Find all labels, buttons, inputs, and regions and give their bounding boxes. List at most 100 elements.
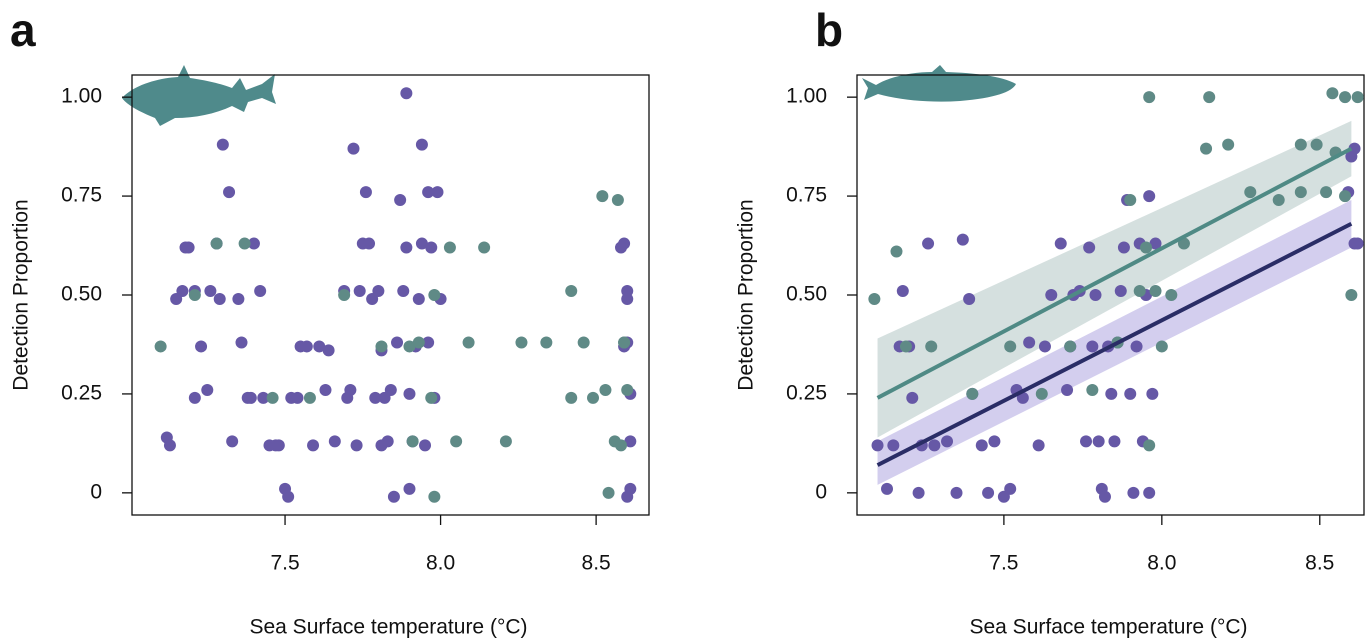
data-point — [1023, 336, 1036, 349]
data-point — [428, 289, 441, 301]
data-point — [387, 490, 400, 503]
data-point — [204, 285, 217, 298]
data-point — [322, 344, 335, 357]
data-point — [868, 292, 881, 305]
data-point — [1032, 439, 1045, 452]
data-point — [540, 336, 553, 349]
data-point — [1117, 241, 1130, 254]
y-tick-label: 0 — [90, 480, 102, 503]
data-point — [1004, 340, 1017, 353]
data-point — [621, 383, 634, 396]
data-point — [1203, 91, 1216, 104]
data-point — [966, 387, 979, 400]
data-point — [188, 289, 201, 301]
data-point — [587, 391, 600, 404]
y-axis-title: Detection Proportion — [735, 199, 758, 390]
data-point — [425, 391, 438, 404]
data-point — [291, 391, 304, 404]
panel-label: a — [10, 4, 36, 56]
data-point — [1124, 194, 1137, 207]
data-point — [1351, 237, 1364, 250]
data-point — [369, 391, 382, 404]
y-tick-label: 1.00 — [61, 85, 102, 108]
x-tick-label: 8.0 — [1147, 552, 1176, 575]
y-tick-label: 0.75 — [61, 184, 102, 207]
data-point — [235, 336, 248, 349]
x-tick-label: 7.5 — [989, 552, 1018, 575]
data-point — [307, 439, 320, 452]
data-point — [257, 391, 270, 404]
data-point — [896, 285, 909, 298]
data-point — [1339, 190, 1352, 203]
data-point — [615, 439, 628, 452]
data-point — [565, 391, 578, 404]
data-point — [210, 237, 223, 250]
data-point — [906, 391, 919, 404]
data-point — [384, 383, 397, 396]
y-tick-label: 1.00 — [786, 85, 827, 108]
data-point — [1004, 482, 1017, 495]
data-point — [266, 391, 279, 404]
data-point — [941, 435, 954, 448]
data-point — [422, 186, 435, 199]
y-tick-label: 0.50 — [61, 283, 102, 306]
data-point — [499, 435, 512, 448]
data-point — [363, 237, 376, 250]
data-point — [950, 486, 963, 499]
data-point — [1108, 435, 1121, 448]
data-point — [1351, 91, 1364, 104]
data-point — [182, 241, 195, 254]
data-point — [319, 383, 332, 396]
data-point — [381, 435, 394, 448]
data-point — [988, 435, 1001, 448]
data-point — [1143, 486, 1156, 499]
data-point — [247, 237, 260, 250]
data-point — [1130, 340, 1143, 353]
data-point — [928, 439, 941, 452]
data-point — [300, 340, 313, 353]
data-point — [577, 336, 590, 349]
data-point — [1348, 142, 1361, 155]
data-point — [1339, 91, 1352, 104]
x-tick-label: 8.5 — [582, 552, 611, 575]
data-point — [1127, 486, 1140, 499]
data-point — [176, 285, 189, 298]
data-point — [154, 340, 167, 353]
data-point — [223, 186, 236, 199]
data-point — [1114, 285, 1127, 298]
data-point — [1165, 289, 1178, 301]
data-point — [975, 439, 988, 452]
x-axis-title: Sea Surface temperature (°C) — [249, 616, 527, 639]
data-point — [1310, 138, 1323, 151]
data-point — [1035, 387, 1048, 400]
data-point — [1089, 289, 1102, 301]
data-point — [1222, 138, 1235, 151]
data-point — [621, 490, 634, 503]
data-point — [1080, 435, 1093, 448]
data-point — [350, 439, 363, 452]
y-tick-label: 0 — [815, 480, 827, 503]
data-point — [618, 336, 631, 349]
data-point — [615, 241, 628, 254]
trend-line — [876, 146, 1353, 400]
data-point — [1177, 237, 1190, 250]
y-tick-label: 0.25 — [786, 381, 827, 404]
data-point — [1133, 285, 1146, 298]
data-point — [1200, 142, 1213, 155]
data-point — [403, 340, 416, 353]
data-point — [1054, 237, 1067, 250]
data-point — [226, 435, 239, 448]
data-point — [163, 439, 176, 452]
data-point — [400, 87, 413, 100]
data-point — [478, 241, 491, 254]
data-point — [412, 336, 425, 349]
data-point — [624, 435, 637, 448]
data-point — [232, 292, 245, 305]
data-point — [596, 190, 609, 203]
data-point — [391, 336, 404, 349]
data-point — [450, 435, 463, 448]
data-point — [400, 241, 413, 254]
data-point — [602, 486, 615, 499]
data-point — [881, 482, 894, 495]
